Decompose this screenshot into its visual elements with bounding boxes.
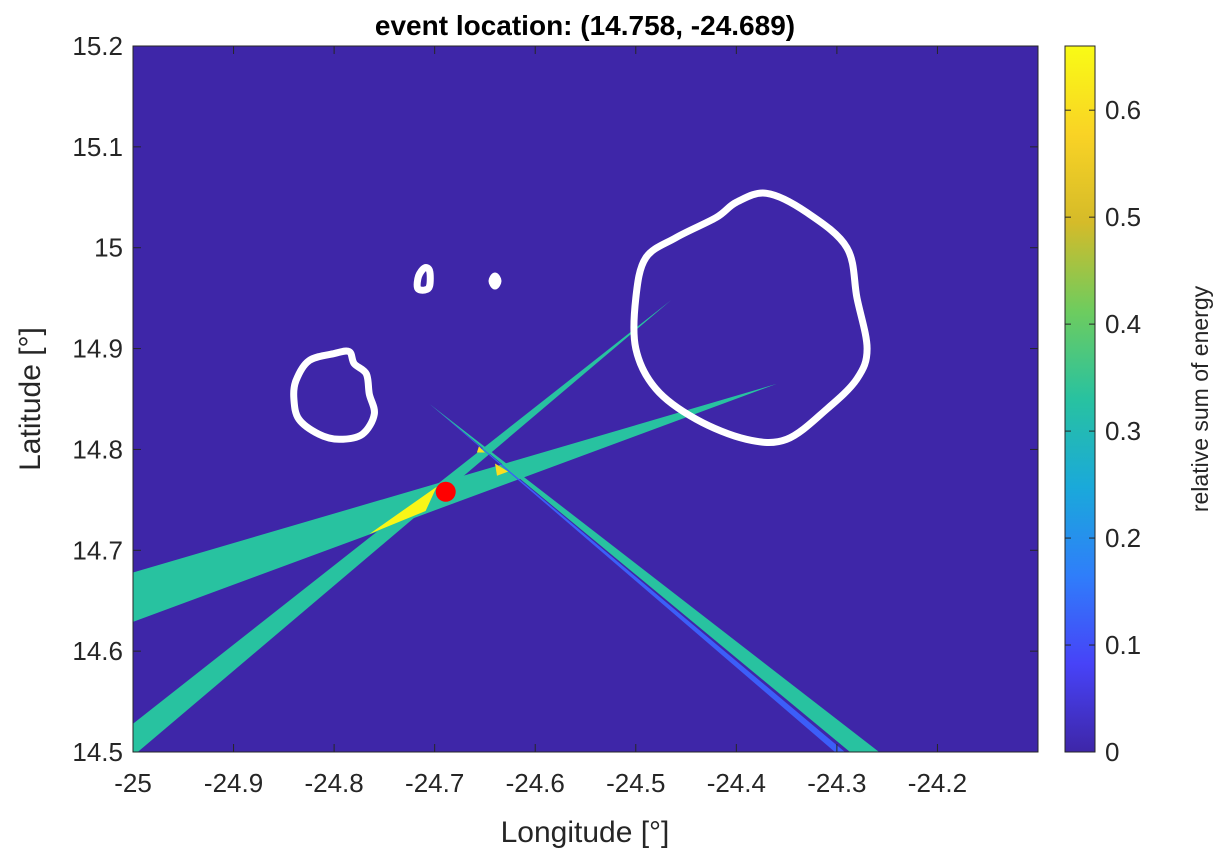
y-tick-label: 14.5 [72,737,123,767]
colorbar-ticks: 0 0.1 0.2 0.3 0.4 0.5 0.6 [1064,45,1141,767]
colorbar-tick-label: 0.1 [1105,630,1141,660]
plot-frame [132,45,1039,753]
y-tick-label: 14.6 [72,636,123,666]
x-tick-label: -24.4 [707,768,766,798]
overlap-main [369,486,437,535]
x-tick-label: -24.5 [606,768,665,798]
colorbar: 0 0.1 0.2 0.3 0.4 0.5 0.6 relative sum of ener… [1064,45,1213,767]
x-tick-label: -24.2 [908,768,967,798]
y-tick-label: 14.9 [72,334,123,364]
x-tick-label: -24.9 [204,768,263,798]
overlap-upper [495,463,509,476]
colorbar-label: relative sum of energy [1187,285,1213,512]
event-marker-layer [435,481,456,502]
beam-ne [133,300,671,752]
colorbar-gradient [1065,46,1095,752]
y-tick-label: 15.2 [72,31,123,61]
y-axis-label: Latitude [°] [14,327,47,471]
coastline-small-island [290,347,378,443]
x-tick-label: -24.8 [304,768,363,798]
colorbar-tick-label: 0.2 [1105,523,1141,553]
coastlines [290,189,871,446]
heatmap-background [133,46,1038,752]
y-tick-label: 14.8 [72,434,123,464]
x-tick-label: -24.3 [807,768,866,798]
x-axis-label: Longitude [°] [501,816,670,849]
y-tick-label: 15.1 [72,132,123,162]
x-tick-label: -25 [114,768,152,798]
plot-area [133,46,1038,752]
x-tick-label: -24.7 [405,768,464,798]
event-marker [435,481,456,502]
chart-title: event location: (14.758, -24.689) [375,10,795,41]
coastline-islet-1 [413,264,434,294]
colorbar-tick-label: 0.4 [1105,309,1141,339]
coastline-large-island [630,189,871,446]
energy-beams [133,300,880,752]
y-tick-label: 15 [94,233,123,263]
y-axis-ticks: 14.5 14.6 14.7 14.8 14.9 15 15.1 15.2 [72,31,1038,767]
beam-se [429,404,880,752]
x-axis-ticks: -25 -24.9 -24.8 -24.7 -24.6 -24.5 -24.4 -24.3 -2… [114,46,967,798]
colorbar-tick-label: 0.3 [1105,416,1141,446]
y-tick-label: 14.7 [72,535,123,565]
colorbar-frame [1064,45,1096,753]
beam-se-edge [429,404,845,752]
colorbar-tick-label: 0 [1105,737,1119,767]
x-tick-label: -24.6 [506,768,565,798]
beam-wide-ene [133,383,777,622]
colorbar-tick-label: 0.6 [1105,95,1141,125]
colorbar-tick-label: 0.5 [1105,202,1141,232]
coastline-islet-2 [488,272,502,290]
overlap-small [476,446,485,453]
